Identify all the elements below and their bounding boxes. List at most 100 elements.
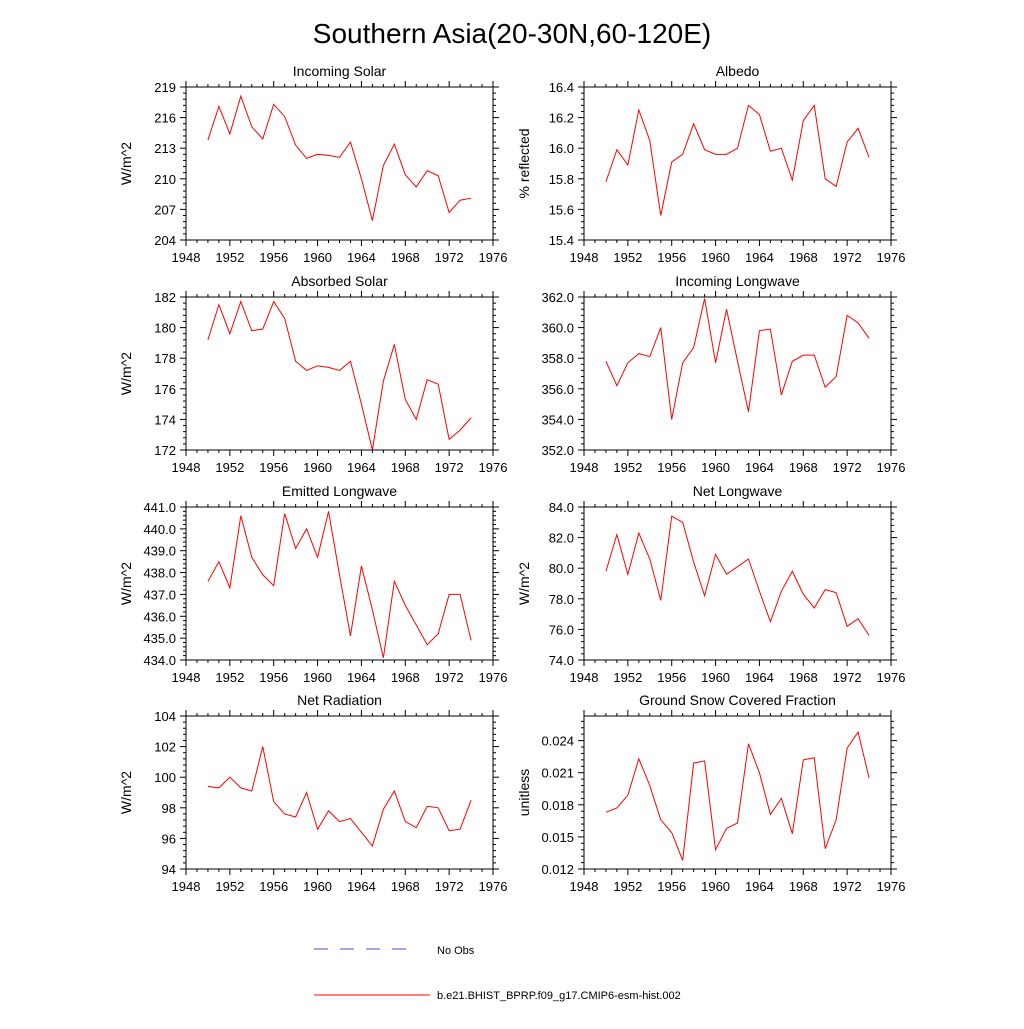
x-tick-label: 1968 [789, 460, 818, 475]
x-tick-label: 1968 [391, 250, 420, 265]
series-line [207, 746, 472, 848]
x-tick-label: 1968 [391, 670, 420, 685]
series-line [605, 104, 870, 216]
series-line [207, 511, 472, 658]
panel-8: Ground Snow Covered Fraction unitless 1948… [516, 692, 905, 894]
panel-title: Incoming Longwave [675, 273, 800, 289]
x-tick-label: 1964 [347, 670, 376, 685]
y-tick-label: 15.4 [549, 233, 574, 248]
y-tick-label: 0.018 [541, 798, 574, 813]
y-tick-label: 354.0 [541, 412, 574, 427]
x-tick-label: 1948 [570, 670, 599, 685]
x-tick-label: 1964 [347, 460, 376, 475]
x-tick-label: 1960 [303, 670, 332, 685]
x-tick-label: 1952 [613, 879, 642, 894]
plot-frame [583, 86, 892, 241]
x-tick-label: 1952 [613, 250, 642, 265]
x-tick-label: 1948 [570, 879, 599, 894]
y-tick-label: 16.0 [549, 141, 574, 156]
y-tick-label: 78.0 [549, 592, 574, 607]
x-tick-label: 1964 [347, 250, 376, 265]
y-tick-label: 438.0 [143, 566, 176, 581]
y-tick-label: 96 [162, 831, 176, 846]
panel-2: Albedo % reflected 1948 1952 1956 1960 1964 196… [516, 63, 905, 265]
x-tick-label: 1976 [479, 460, 508, 475]
y-tick-label: 440.0 [143, 522, 176, 537]
panel-7: Net Radiation W/m^2 1948 1952 1956 1960 1964 19… [118, 692, 507, 894]
series-line [605, 730, 870, 861]
x-tick-label: 1964 [745, 879, 774, 894]
x-tick-label: 1968 [789, 879, 818, 894]
y-tick-label: 15.6 [549, 202, 574, 217]
y-tick-label: 435.0 [143, 631, 176, 646]
x-tick-label: 1976 [479, 250, 508, 265]
x-tick-label: 1972 [833, 250, 862, 265]
x-tick-label: 1952 [215, 670, 244, 685]
y-tick-label: 358.0 [541, 351, 574, 366]
y-axis-label: W/m^2 [118, 562, 134, 605]
panel-title: Absorbed Solar [291, 273, 388, 289]
y-axis-label: W/m^2 [118, 771, 134, 814]
x-tick-label: 1948 [172, 670, 201, 685]
y-tick-label: 104 [154, 709, 176, 724]
x-tick-label: 1964 [745, 670, 774, 685]
x-tick-label: 1968 [391, 460, 420, 475]
y-tick-label: 439.0 [143, 544, 176, 559]
panel-title: Net Longwave [693, 483, 783, 499]
y-tick-label: 98 [162, 801, 176, 816]
plot-frame [185, 86, 494, 241]
panel-title: Ground Snow Covered Fraction [639, 692, 836, 708]
x-tick-label: 1952 [215, 250, 244, 265]
x-tick-label: 1976 [877, 250, 906, 265]
x-tick-label: 1972 [833, 460, 862, 475]
y-axis-label: W/m^2 [118, 352, 134, 395]
y-tick-label: 76.0 [549, 622, 574, 637]
y-axis-label: W/m^2 [516, 562, 532, 605]
y-axis-label: unitless [516, 769, 532, 816]
panel-5: Emitted Longwave W/m^2 1948 1952 1956 1960 196… [118, 483, 507, 685]
y-tick-label: 182 [154, 290, 176, 305]
x-tick-label: 1972 [833, 879, 862, 894]
plot-frame [185, 506, 494, 661]
y-tick-label: 356.0 [541, 382, 574, 397]
y-tick-label: 0.021 [541, 766, 574, 781]
x-tick-label: 1948 [172, 250, 201, 265]
y-tick-label: 16.2 [549, 111, 574, 126]
x-tick-label: 1956 [259, 670, 288, 685]
series-line [207, 300, 472, 451]
x-tick-label: 1960 [701, 250, 730, 265]
x-tick-label: 1956 [259, 460, 288, 475]
y-tick-label: 362.0 [541, 290, 574, 305]
x-tick-label: 1972 [435, 460, 464, 475]
y-tick-label: 0.015 [541, 830, 574, 845]
y-tick-label: 82.0 [549, 531, 574, 546]
y-tick-label: 213 [154, 141, 176, 156]
y-tick-label: 210 [154, 172, 176, 187]
x-tick-label: 1952 [215, 460, 244, 475]
y-tick-label: 94 [162, 862, 176, 877]
x-tick-label: 1948 [172, 460, 201, 475]
x-tick-label: 1964 [745, 250, 774, 265]
x-tick-label: 1976 [877, 670, 906, 685]
y-tick-label: 0.012 [541, 862, 574, 877]
y-tick-label: 15.8 [549, 172, 574, 187]
x-tick-label: 1972 [435, 670, 464, 685]
y-tick-label: 437.0 [143, 587, 176, 602]
y-tick-label: 207 [154, 202, 176, 217]
x-tick-label: 1964 [745, 460, 774, 475]
x-tick-label: 1976 [877, 879, 906, 894]
x-tick-label: 1972 [435, 250, 464, 265]
legend-obs-label: No Obs [437, 945, 475, 957]
x-tick-label: 1956 [657, 879, 686, 894]
panels-layer: Incoming Solar W/m^2 1948 1952 1956 1960 1964 1… [118, 63, 905, 894]
x-tick-label: 1956 [259, 250, 288, 265]
x-tick-label: 1948 [570, 460, 599, 475]
x-tick-label: 1976 [479, 879, 508, 894]
y-tick-label: 360.0 [541, 321, 574, 336]
x-tick-label: 1960 [303, 250, 332, 265]
x-tick-label: 1976 [877, 460, 906, 475]
panel-title: Net Radiation [297, 692, 382, 708]
x-tick-label: 1948 [172, 879, 201, 894]
y-tick-label: 74.0 [549, 653, 574, 668]
